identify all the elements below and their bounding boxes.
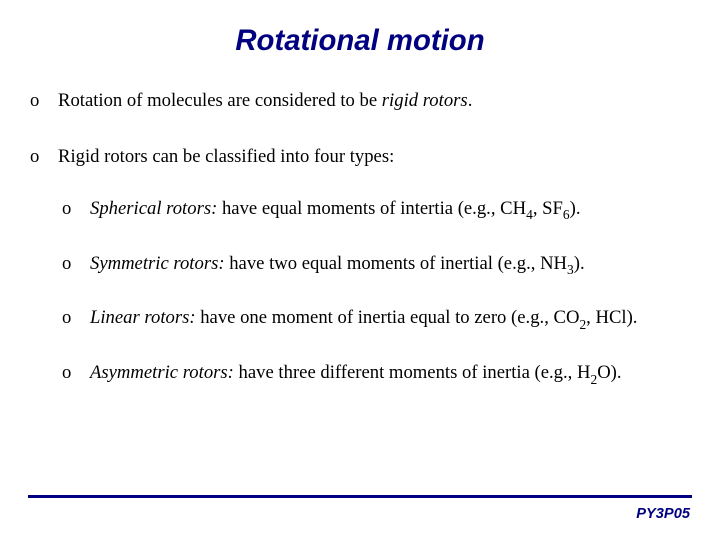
sub-list: Spherical rotors: have equal moments of … (58, 198, 692, 387)
emphasis: rigid rotors (382, 90, 468, 111)
emphasis: Symmetric rotors: (90, 253, 225, 274)
list-item: Rotation of molecules are considered to … (28, 90, 692, 112)
subscript: 6 (563, 207, 570, 222)
list-item: Asymmetric rotors: have three different … (58, 362, 692, 387)
list-item: Symmetric rotors: have two equal moments… (58, 253, 692, 278)
slide-title: Rotational motion (0, 24, 720, 58)
list-item: Rigid rotors can be classified into four… (28, 146, 692, 387)
slide-footer: PY3P05 (636, 506, 690, 522)
text: ). (574, 253, 585, 274)
text: have one moment of inertia equal to zero… (196, 307, 580, 328)
slide: Rotational motion Rotation of molecules … (0, 0, 720, 540)
list-item: Linear rotors: have one moment of inerti… (58, 307, 692, 332)
text: have equal moments of intertia (e.g., CH (217, 198, 526, 219)
text: , HCl). (586, 307, 637, 328)
text: , SF (533, 198, 563, 219)
divider-rule (28, 495, 692, 498)
emphasis: Asymmetric rotors: (90, 362, 234, 383)
text: have two equal moments of inertial (e.g.… (225, 253, 567, 274)
list-item: Spherical rotors: have equal moments of … (58, 198, 692, 223)
text: O). (597, 362, 621, 383)
emphasis: Linear rotors: (90, 307, 196, 328)
text: . (468, 90, 473, 111)
text: ). (570, 198, 581, 219)
subscript: 2 (579, 317, 586, 332)
bullet-list: Rotation of molecules are considered to … (28, 90, 692, 387)
subscript: 3 (567, 262, 574, 277)
text: have three different moments of inertia … (234, 362, 591, 383)
emphasis: Spherical rotors: (90, 198, 217, 219)
subscript: 2 (590, 372, 597, 387)
subscript: 4 (526, 207, 533, 222)
text: Rigid rotors can be classified into four… (58, 146, 394, 167)
text: Rotation of molecules are considered to … (58, 90, 382, 111)
slide-body: Rotation of molecules are considered to … (28, 90, 692, 421)
